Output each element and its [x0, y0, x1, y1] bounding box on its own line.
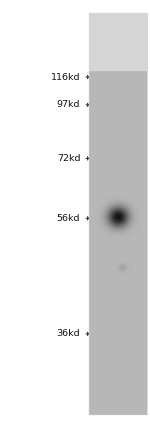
Text: 56kd: 56kd	[57, 214, 80, 223]
Text: 36kd: 36kd	[57, 329, 80, 339]
Text: 72kd: 72kd	[57, 154, 80, 163]
Text: 116kd: 116kd	[51, 72, 80, 82]
Text: 97kd: 97kd	[57, 100, 80, 110]
Bar	[89, 13, 148, 415]
Text: WWW.PTGLAB.COM: WWW.PTGLAB.COM	[40, 177, 50, 251]
Bar	[89, 13, 148, 71]
